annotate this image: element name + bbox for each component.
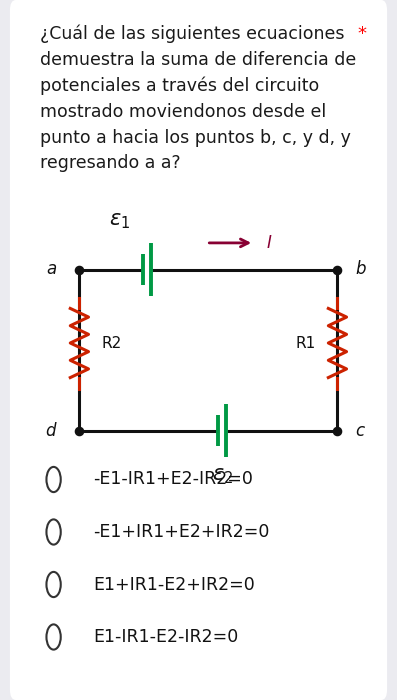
Point [76,425,83,436]
Text: *: * [357,25,366,43]
Text: $b$: $b$ [355,260,367,279]
Text: $a$: $a$ [46,260,58,279]
Text: E1-IR1-E2-IR2=0: E1-IR1-E2-IR2=0 [93,628,239,646]
Text: -E1+IR1+E2+IR2=0: -E1+IR1+E2+IR2=0 [93,523,270,541]
Text: -E1-IR1+E2-IR2=0: -E1-IR1+E2-IR2=0 [93,470,253,489]
Point [76,264,83,275]
Text: $\varepsilon_1$: $\varepsilon_1$ [108,211,130,231]
Point [334,264,341,275]
Text: $c$: $c$ [355,421,366,440]
Text: R1: R1 [295,335,316,351]
Text: $d$: $d$ [45,421,58,440]
Text: R2: R2 [101,335,121,351]
Text: E1+IR1-E2+IR2=0: E1+IR1-E2+IR2=0 [93,575,255,594]
Text: ¿Cuál de las siguientes ecuaciones
demuestra la suma de diferencia de
potenciale: ¿Cuál de las siguientes ecuaciones demue… [40,25,356,172]
Point [334,425,341,436]
Text: $\varepsilon_2$: $\varepsilon_2$ [212,466,233,486]
Text: $I$: $I$ [266,234,272,252]
